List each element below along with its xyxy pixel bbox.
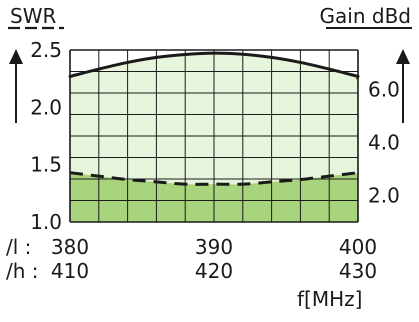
frequency-tick-label: 420 <box>195 259 233 283</box>
right-axis-label: Gain dBd <box>320 4 411 28</box>
band-label-high: /h : <box>6 259 39 283</box>
left-axis-label: SWR <box>10 4 56 28</box>
gain-tick-label: 4.0 <box>368 131 400 155</box>
swr-series-line <box>69 171 359 186</box>
gain-series-line <box>68 51 360 78</box>
gain-tick-label: 2.0 <box>368 184 400 208</box>
swr-tick-label: 1.0 <box>30 210 62 234</box>
band-label-low: /l : <box>6 235 31 259</box>
gain-tick-label: 6.0 <box>368 78 400 102</box>
frequency-tick-label: 380 <box>51 235 89 259</box>
right-axis-arrow-head <box>396 49 410 64</box>
chart-series <box>68 51 360 186</box>
frequency-tick-label: 410 <box>51 259 89 283</box>
frequency-tick-label: 400 <box>339 235 377 259</box>
left-axis-arrow-head <box>9 49 23 64</box>
chart-axes <box>8 26 412 123</box>
x-unit-label: f[MHz] <box>297 287 362 311</box>
chart-grid <box>69 49 359 223</box>
frequency-tick-label: 430 <box>339 259 377 283</box>
swr-tick-label: 1.5 <box>30 153 62 177</box>
chart-text: SWR Gain dBd f[MHz] /l : /h : 1.0 1.5 2.0 2… <box>6 4 411 311</box>
frequency-tick-label: 390 <box>195 235 233 259</box>
swr-tick-label: 2.5 <box>30 38 62 62</box>
swr-tick-label: 2.0 <box>30 95 62 119</box>
